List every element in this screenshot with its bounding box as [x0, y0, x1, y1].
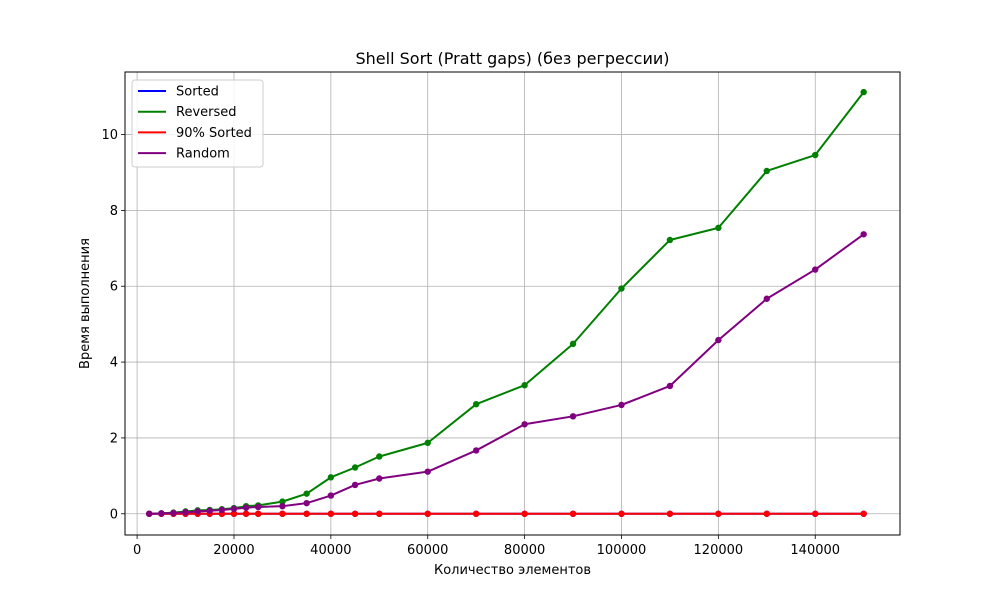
- data-point-90-sorted: [303, 510, 310, 517]
- data-point-90-sorted: [279, 510, 286, 517]
- data-point-random: [182, 509, 189, 516]
- data-point-random: [194, 508, 201, 515]
- legend-label: Reversed: [176, 105, 237, 120]
- data-point-random: [218, 506, 226, 514]
- data-point-random: [521, 421, 528, 428]
- x-tick-label: 20000: [213, 543, 254, 558]
- legend: Sorted Reversed 90% Sorted Random: [131, 79, 264, 168]
- data-point-random: [569, 413, 577, 420]
- ticks: 0 20000 40000 60000 80000 100000 120000 140000 0…: [101, 128, 840, 558]
- data-point-reversed: [666, 236, 674, 244]
- legend-label: Sorted: [176, 85, 219, 100]
- y-axis-label: Время выполнения: [78, 238, 93, 369]
- x-tick-label: 80000: [504, 543, 545, 558]
- data-point-reversed: [715, 224, 722, 232]
- data-point-reversed: [618, 285, 625, 292]
- data-point-random: [376, 475, 383, 482]
- data-point-90-sorted: [376, 510, 383, 517]
- data-point-random: [715, 336, 722, 344]
- data-point-90-sorted: [860, 510, 867, 517]
- data-point-90-sorted: [569, 510, 577, 517]
- data-point-random: [327, 492, 335, 499]
- series-90-sorted: [146, 510, 867, 517]
- data-point-random: [351, 481, 359, 489]
- data-point-random: [279, 502, 286, 510]
- data-point-reversed: [569, 340, 577, 348]
- legend-box: [131, 79, 264, 168]
- legend-item: 90% Sorted: [138, 126, 252, 141]
- series-random: [146, 231, 867, 517]
- x-axis-label: Количество элементов: [434, 563, 591, 578]
- y-tick-label: 10: [101, 128, 118, 143]
- legend-label: 90% Sorted: [176, 126, 252, 141]
- data-point-random: [812, 266, 819, 273]
- x-tick-label: 40000: [310, 543, 351, 558]
- data-point-reversed: [763, 167, 770, 175]
- data-point-reversed: [860, 88, 867, 96]
- data-point-90-sorted: [763, 510, 770, 517]
- legend-item: Reversed: [138, 105, 237, 120]
- data-point-random: [666, 382, 674, 390]
- data-point-90-sorted: [327, 510, 335, 517]
- y-tick-label: 6: [110, 280, 118, 295]
- data-point-90-sorted: [472, 510, 480, 517]
- y-tick-label: 2: [110, 431, 118, 446]
- data-point-90-sorted: [715, 510, 722, 517]
- x-tick-label: 0: [133, 543, 141, 558]
- data-point-90-sorted: [666, 510, 674, 517]
- data-point-random: [303, 499, 310, 507]
- data-point-90-sorted: [521, 510, 528, 517]
- y-tick-label: 0: [110, 507, 118, 522]
- data-point-90-sorted: [812, 510, 819, 517]
- legend-item: Random: [138, 147, 230, 162]
- data-point-random: [255, 503, 262, 511]
- data-point-random: [230, 505, 238, 513]
- plot-frame: [124, 71, 901, 536]
- x-tick-label: 60000: [407, 543, 448, 558]
- data-point-90-sorted: [424, 510, 431, 517]
- data-point-random: [170, 509, 177, 517]
- legend-item: Sorted: [138, 85, 219, 100]
- data-point-90-sorted: [255, 510, 262, 517]
- data-point-random: [146, 510, 153, 517]
- data-point-random: [618, 401, 625, 409]
- data-point-random: [158, 510, 165, 517]
- data-point-random: [472, 447, 480, 454]
- data-point-reversed: [376, 453, 383, 460]
- y-tick-label: 4: [110, 356, 118, 371]
- data-point-random: [206, 507, 213, 514]
- legend-label: Random: [176, 147, 230, 162]
- x-tick-label: 100000: [597, 543, 647, 558]
- data-point-90-sorted: [351, 510, 359, 517]
- data-point-90-sorted: [230, 510, 238, 517]
- x-tick-label: 140000: [790, 543, 840, 558]
- data-point-reversed: [327, 474, 335, 481]
- y-tick-label: 8: [110, 204, 118, 219]
- data-point-reversed: [812, 151, 819, 159]
- data-point-reversed: [521, 382, 528, 389]
- data-point-90-sorted: [242, 510, 250, 517]
- data-point-reversed: [279, 498, 286, 505]
- data-point-reversed: [303, 490, 310, 497]
- data-point-random: [242, 504, 250, 511]
- data-point-random: [424, 468, 431, 475]
- chart-title: Shell Sort (Pratt gaps) (без регрессии): [356, 49, 670, 68]
- data-point-reversed: [472, 400, 480, 408]
- data-point-reversed: [351, 464, 359, 471]
- data-point-random: [763, 295, 770, 302]
- x-tick-label: 120000: [694, 543, 744, 558]
- data-point-90-sorted: [618, 510, 625, 517]
- series-layer: [146, 88, 867, 517]
- data-point-random: [860, 231, 867, 238]
- data-point-reversed: [424, 439, 431, 447]
